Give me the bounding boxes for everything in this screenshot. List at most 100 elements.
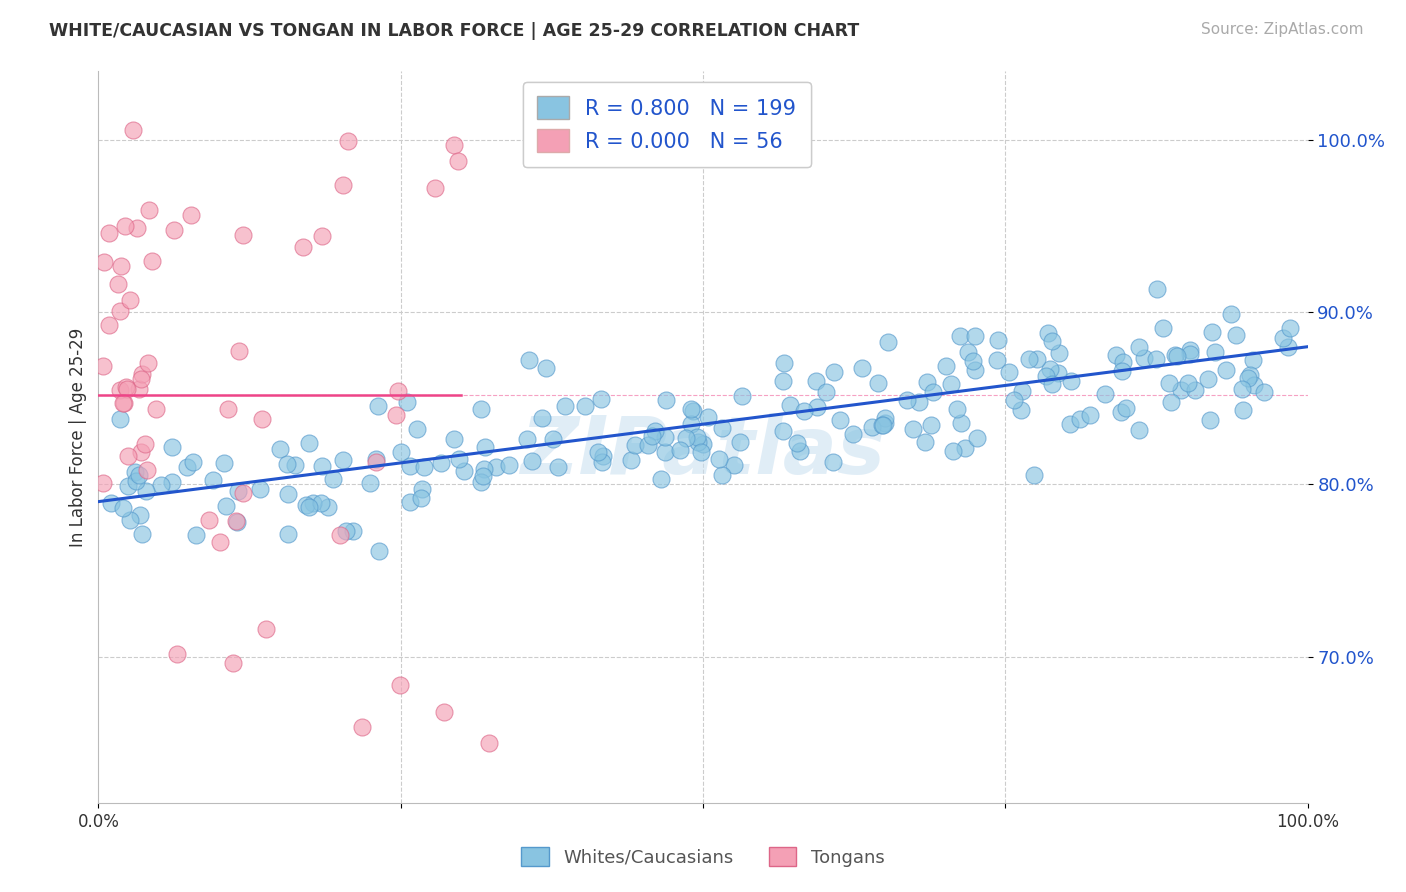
Point [117,450,139,464]
Point [1219,307,1241,321]
Point [1059,417,1081,431]
Point [1133,351,1156,365]
Point [129,445,152,459]
Point [1146,282,1168,296]
Point [398,458,420,473]
Point [877,335,900,350]
Point [478,736,501,750]
Point [1128,423,1150,437]
Point [332,178,354,192]
Point [128,468,150,483]
Text: WHITE/CAUCASIAN VS TONGAN IN LABOR FORCE | AGE 25-29 CORRELATION CHART: WHITE/CAUCASIAN VS TONGAN IN LABOR FORCE… [49,22,859,40]
Point [1144,352,1167,367]
Point [531,411,554,425]
Point [1024,468,1046,483]
Point [696,410,718,425]
Point [472,462,495,476]
Point [120,512,142,526]
Y-axis label: In Labor Force | Age 25-29: In Labor Force | Age 25-29 [69,327,87,547]
Point [586,445,609,459]
Point [298,435,321,450]
Legend: Whites/Caucasians, Tongans: Whites/Caucasians, Tongans [515,840,891,874]
Point [842,426,865,441]
Point [1160,394,1182,409]
Point [922,384,945,399]
Point [1225,328,1247,343]
Point [860,420,883,434]
Point [110,260,132,274]
Point [779,398,801,412]
Point [162,440,184,454]
Point [412,460,434,475]
Point [1177,376,1199,391]
Point [277,487,299,501]
Point [249,483,271,497]
Point [986,352,1008,367]
Point [1215,362,1237,376]
Point [962,354,984,368]
Point [901,421,924,435]
Point [269,442,291,456]
Point [1178,343,1201,357]
Point [298,500,321,515]
Point [965,328,987,343]
Point [222,657,245,671]
Point [870,417,893,432]
Point [821,455,844,469]
Point [276,457,298,471]
Point [309,496,332,510]
Point [120,293,142,307]
Point [682,403,704,417]
Point [516,433,538,447]
Point [232,228,254,243]
Point [998,365,1021,379]
Point [873,410,896,425]
Point [707,451,730,466]
Point [150,478,173,492]
Point [786,436,808,450]
Point [433,705,456,719]
Point [896,392,918,407]
Point [131,368,153,382]
Point [1035,369,1057,384]
Point [166,647,188,661]
Point [679,417,702,431]
Point [873,417,896,431]
Point [547,460,569,475]
Point [953,441,976,455]
Point [108,304,131,318]
Point [1047,366,1070,380]
Point [329,528,352,542]
Point [554,399,576,413]
Point [946,402,969,417]
Point [965,363,987,377]
Point [1236,371,1258,385]
Point [135,463,157,477]
Point [389,445,412,459]
Point [125,221,148,235]
Point [1128,340,1150,354]
Point [295,498,318,512]
Point [406,422,429,436]
Point [592,449,614,463]
Point [1047,346,1070,360]
Point [411,491,433,506]
Point [470,475,492,490]
Point [425,180,447,194]
Text: Source: ZipAtlas.com: Source: ZipAtlas.com [1201,22,1364,37]
Point [723,458,745,472]
Point [367,399,389,413]
Point [335,524,357,538]
Point [1040,377,1063,392]
Point [949,328,972,343]
Point [215,500,238,514]
Point [443,432,465,446]
Point [686,435,709,450]
Point [359,476,381,491]
Point [128,508,150,523]
Point [675,431,697,445]
Point [650,472,672,486]
Point [591,455,613,469]
Point [679,401,702,416]
Point [136,356,159,370]
